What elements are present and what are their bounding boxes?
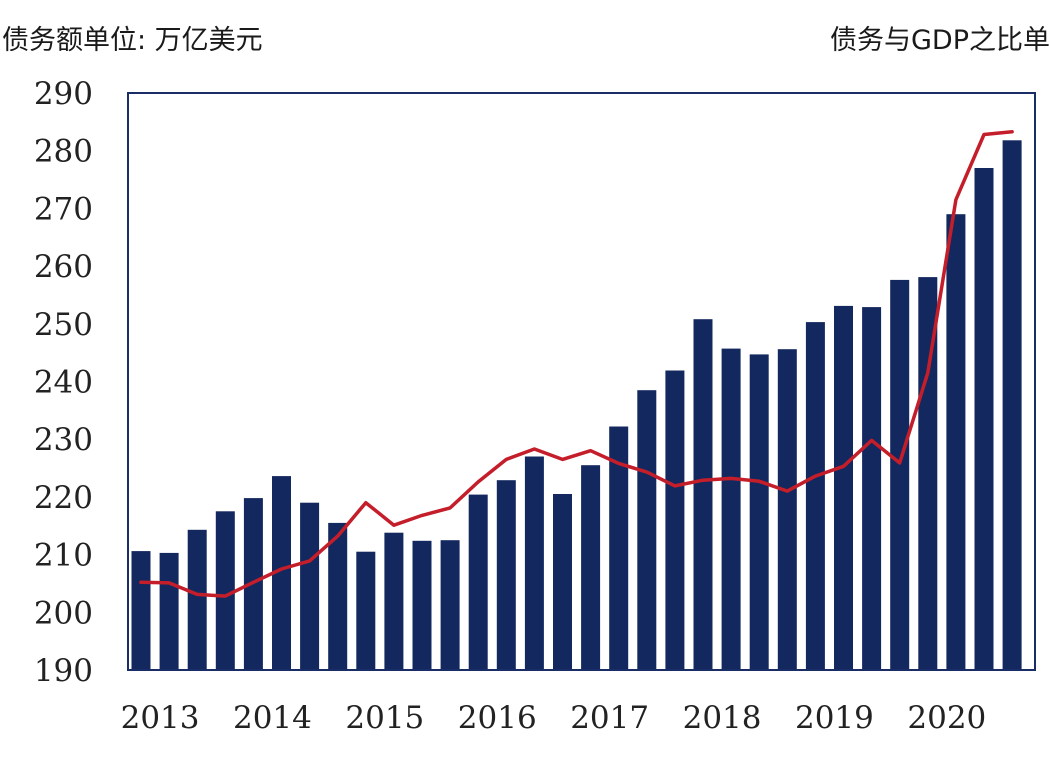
x-tick-label: 2019 [795, 700, 874, 736]
bar [834, 305, 853, 670]
bar [187, 529, 207, 670]
bar [581, 465, 601, 670]
bar [159, 552, 179, 670]
bar [1002, 140, 1022, 671]
left-axis-unit-label: 债务额单位: 万亿美元 [2, 25, 263, 56]
bar [496, 480, 516, 670]
bar [693, 319, 713, 670]
x-tick-label: 2020 [907, 700, 986, 736]
bar [524, 456, 544, 670]
x-tick-label: 2015 [345, 700, 424, 736]
y-tick-label: 200 [34, 595, 93, 631]
bar [862, 307, 882, 670]
x-tick-label: 2016 [458, 700, 537, 736]
bar [721, 348, 741, 670]
x-axis-ticks: 2013 2014 2015 2016 2017 2018 2019 2020 [121, 700, 987, 736]
bar [805, 322, 825, 670]
bar [468, 494, 488, 670]
bar [300, 502, 320, 670]
bar [777, 349, 797, 670]
y-axis-ticks: 190 200 210 220 230 240 250 260 270 280 290 [34, 76, 93, 689]
y-tick-label: 190 [34, 653, 93, 689]
bar [665, 370, 685, 670]
bar [272, 476, 291, 670]
y-tick-label: 230 [34, 422, 93, 458]
x-tick-label: 2018 [683, 700, 762, 736]
right-axis-unit-label: 债务与GDP之比单 [830, 25, 1050, 56]
bar [609, 426, 629, 670]
y-tick-label: 240 [34, 365, 93, 401]
bar-series [131, 140, 1022, 671]
y-tick-label: 290 [34, 76, 93, 112]
bar [918, 277, 938, 670]
y-tick-label: 220 [34, 480, 93, 516]
x-tick-label: 2013 [121, 700, 200, 736]
bar [440, 540, 460, 670]
ratio-line [139, 129, 1014, 598]
bar [328, 522, 348, 670]
bar [946, 214, 966, 670]
line-series-layer [139, 129, 1014, 598]
bar [215, 511, 235, 670]
y-tick-label: 280 [34, 134, 93, 170]
y-tick-label: 260 [34, 249, 93, 285]
bar [553, 494, 572, 670]
plot-frame [127, 92, 1036, 671]
bar [131, 551, 151, 670]
bar [974, 168, 994, 670]
y-tick-label: 210 [34, 538, 93, 574]
y-tick-label: 250 [34, 307, 93, 343]
bar [412, 540, 432, 670]
bar [356, 551, 376, 670]
bar [637, 390, 657, 670]
bar [890, 279, 910, 670]
x-tick-label: 2017 [570, 700, 649, 736]
bar [384, 532, 404, 670]
x-tick-label: 2014 [233, 700, 312, 736]
y-tick-label: 270 [34, 191, 93, 227]
bar [749, 354, 769, 670]
